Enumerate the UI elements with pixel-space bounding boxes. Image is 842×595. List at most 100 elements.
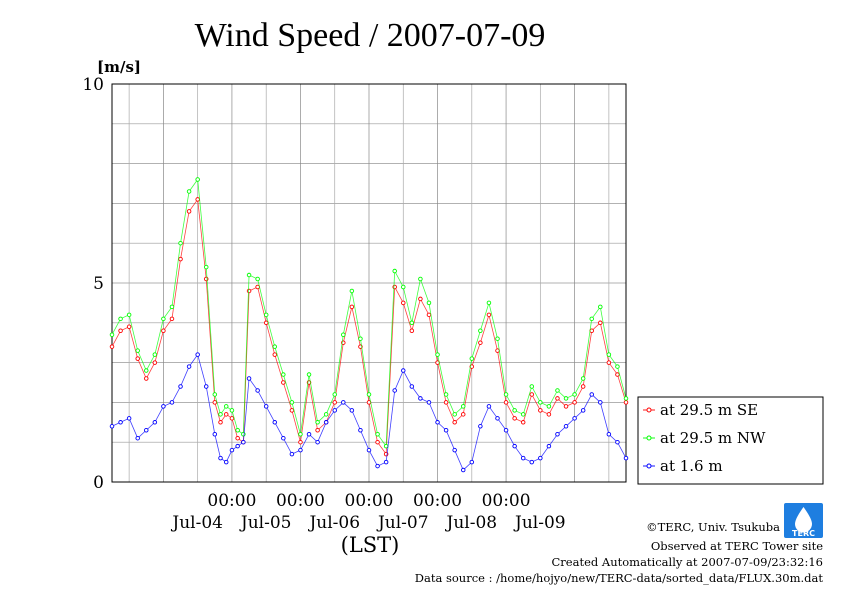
- data-point: [555, 431, 560, 437]
- data-point: [383, 443, 389, 449]
- data-point: [478, 340, 483, 345]
- x-tick-date-label: Jul-09: [513, 513, 566, 533]
- credit-site: Observed at TERC Tower site: [651, 539, 823, 553]
- data-point: [452, 420, 457, 425]
- data-point: [503, 400, 509, 405]
- data-point: [503, 428, 509, 433]
- data-point: [392, 284, 397, 290]
- data-point: [572, 400, 577, 405]
- data-point: [460, 412, 466, 417]
- data-point: [572, 416, 577, 421]
- data-point: [546, 404, 552, 409]
- y-tick-label: 0: [93, 473, 104, 493]
- data-point: [126, 324, 132, 330]
- x-tick-date-label: Jul-04: [170, 513, 223, 533]
- data-point: [315, 420, 320, 425]
- series-2: [109, 352, 629, 473]
- data-point: [366, 392, 372, 397]
- data-point: [315, 428, 320, 433]
- x-tick-midnight-label: 00:00: [207, 491, 256, 511]
- data-point: [580, 376, 586, 381]
- x-tick-midnight-label: 00:00: [345, 491, 394, 511]
- data-point: [109, 344, 115, 349]
- data-point: [512, 408, 517, 413]
- data-point: [298, 439, 303, 445]
- data-point: [203, 384, 209, 389]
- data-point: [495, 336, 500, 341]
- x-tick-midnight-label: 00:00: [413, 491, 462, 511]
- data-point: [323, 420, 329, 425]
- data-point: [144, 428, 149, 433]
- chart-title: Wind Speed / 2007-07-09: [195, 17, 546, 54]
- x-tick-date-label: Jul-08: [445, 513, 498, 533]
- plot-frame: [111, 83, 627, 483]
- x-tick-date-label: Jul-07: [376, 513, 429, 533]
- data-point: [169, 304, 175, 310]
- data-point: [186, 209, 192, 214]
- y-axis-unit-label: [m/s]: [97, 58, 141, 76]
- data-point: [126, 416, 132, 421]
- legend-swatch-marker: [646, 463, 652, 469]
- data-point: [341, 400, 346, 405]
- series-1: [109, 177, 629, 449]
- data-point: [235, 443, 240, 449]
- data-point: [118, 316, 123, 322]
- credit-created: Created Automatically at 2007-07-09/23:3…: [552, 555, 824, 569]
- data-point: [606, 431, 612, 437]
- data-point: [161, 316, 166, 322]
- credit-copyright: ©TERC, Univ. Tsukuba: [646, 520, 780, 534]
- data-point: [109, 332, 115, 337]
- data-point: [281, 372, 286, 377]
- y-tick-label: 10: [82, 75, 104, 95]
- data-point: [512, 443, 517, 449]
- data-point: [349, 408, 355, 413]
- data-point: [392, 268, 397, 274]
- data-point: [223, 459, 229, 465]
- x-tick-date-label: Jul-06: [307, 513, 360, 533]
- data-point: [306, 372, 312, 377]
- data-point: [443, 400, 449, 405]
- data-point: [435, 420, 440, 425]
- data-point: [460, 467, 466, 473]
- data-point: [152, 352, 158, 357]
- data-point: [212, 392, 218, 397]
- data-point: [418, 276, 423, 282]
- data-point: [218, 420, 223, 425]
- data-point: [332, 408, 337, 413]
- data-point: [426, 300, 432, 306]
- data-point: [452, 412, 457, 417]
- legend-entry-label: at 1.6 m: [660, 457, 723, 475]
- data-point: [623, 396, 629, 401]
- data-point: [478, 328, 483, 334]
- data-point: [409, 328, 415, 334]
- data-point: [169, 400, 175, 405]
- data-point: [598, 320, 603, 326]
- data-point: [392, 388, 397, 393]
- data-point: [615, 439, 620, 445]
- data-point: [426, 400, 432, 405]
- data-point: [469, 459, 475, 465]
- data-point: [538, 408, 543, 413]
- data-point: [580, 384, 586, 389]
- data-point: [546, 412, 552, 417]
- data-point: [443, 392, 449, 397]
- data-point: [580, 408, 586, 413]
- credits-block: ©TERC, Univ. Tsukuba Observed at TERC To…: [415, 520, 824, 585]
- data-point: [223, 404, 229, 409]
- data-point: [118, 420, 123, 425]
- data-point: [263, 404, 269, 409]
- data-point: [186, 364, 192, 369]
- grid-lines: [112, 84, 626, 482]
- series-layer: [109, 177, 629, 473]
- data-point: [615, 372, 620, 377]
- data-point: [135, 435, 140, 441]
- data-point: [263, 320, 269, 326]
- data-point: [218, 455, 223, 461]
- data-point: [349, 288, 355, 294]
- data-point: [555, 396, 560, 401]
- data-point: [538, 455, 543, 461]
- data-point: [529, 392, 535, 397]
- data-point: [615, 364, 620, 369]
- data-point: [212, 400, 218, 405]
- data-point: [452, 447, 457, 453]
